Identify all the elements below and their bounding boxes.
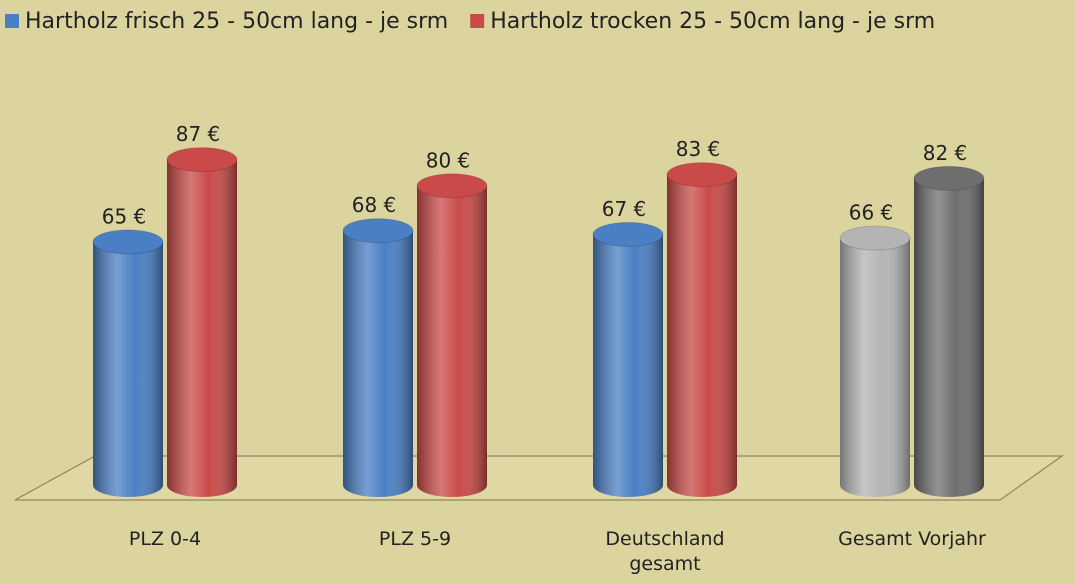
data-label: 87 € (176, 122, 221, 146)
data-label: 82 € (923, 141, 968, 165)
data-label: 80 € (426, 148, 471, 172)
data-label: 68 € (352, 193, 397, 217)
bar-top (592, 221, 664, 247)
bar-shade (343, 230, 413, 497)
bar-top (913, 165, 985, 191)
bar-top (92, 229, 164, 255)
bar-shade (593, 234, 663, 498)
bar-shade (914, 178, 984, 497)
bar-top (166, 147, 238, 173)
bar-top (342, 218, 414, 244)
x-tick-label: Deutschland gesamt (605, 528, 725, 575)
legend-label: Hartholz frisch 25 - 50cm lang - je srm (25, 9, 448, 34)
legend-swatch (470, 14, 485, 28)
bar-shade (167, 159, 237, 497)
bar-shade (417, 185, 487, 498)
bar-shade (840, 238, 910, 497)
x-tick-label: PLZ 5-9 (378, 528, 452, 550)
data-label: 83 € (676, 137, 721, 161)
bar-top (416, 173, 488, 199)
data-label: 65 € (102, 204, 147, 228)
bar-shade (667, 174, 737, 497)
legend-label: Hartholz trocken 25 - 50cm lang - je srm (490, 9, 935, 34)
x-tick-label: PLZ 0-4 (128, 528, 202, 550)
x-tick-label: Gesamt Vorjahr (838, 528, 986, 550)
bar-top (839, 225, 911, 251)
data-label: 66 € (849, 201, 894, 225)
bar-shade (93, 241, 163, 497)
bar-top (666, 162, 738, 188)
data-label: 67 € (602, 197, 647, 221)
legend-swatch (5, 14, 19, 28)
floor (14, 455, 1064, 501)
